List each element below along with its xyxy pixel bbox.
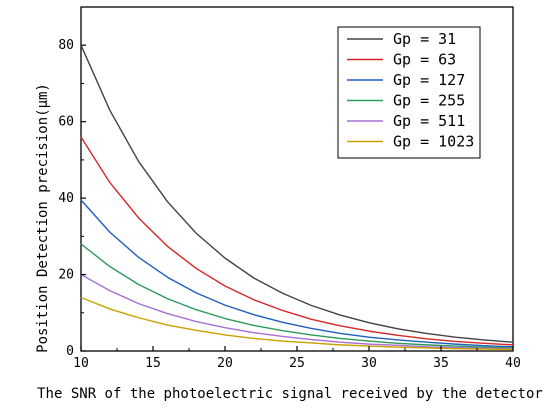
series-line: [80, 296, 514, 351]
series-line: [80, 243, 514, 349]
legend-label: Gp = 63: [393, 51, 456, 69]
y-tick-label: 0: [66, 344, 74, 359]
x-tick-label: 35: [433, 356, 449, 371]
legend-box: [337, 26, 481, 159]
series-line: [80, 199, 514, 348]
y-tick-label: 60: [58, 115, 74, 130]
legend: Gp = 31 Gp = 63 Gp = 127 Gp = 255 Gp = 511 Gp…: [337, 26, 481, 159]
x-tick-label: 10: [73, 356, 89, 371]
legend-label: Gp = 127: [393, 71, 465, 89]
y-tick-label: 20: [58, 268, 74, 283]
x-tick-label: 30: [361, 356, 377, 371]
x-tick-label: 25: [289, 356, 305, 371]
x-axis-label: The SNR of the photoelectric signal rece…: [37, 386, 543, 402]
x-tick-label: 15: [145, 356, 161, 371]
legend-label: Gp = 1023: [393, 133, 474, 151]
legend-label: Gp = 31: [393, 30, 456, 48]
y-tick-label: 80: [58, 38, 74, 53]
ticks-layer: 10 15 20 25 30 35 40 0 20 40 60 80: [58, 6, 521, 371]
series-line: [80, 136, 514, 346]
y-tick-label: 40: [58, 191, 74, 206]
legend-label: Gp = 511: [393, 112, 465, 130]
y-axis-label: Position Detection precision(μm): [35, 83, 51, 353]
series-line: [80, 44, 514, 343]
x-tick-label: 40: [505, 356, 521, 371]
series-line: [80, 273, 514, 350]
legend-label: Gp = 255: [393, 92, 465, 110]
x-tick-label: 20: [217, 356, 233, 371]
